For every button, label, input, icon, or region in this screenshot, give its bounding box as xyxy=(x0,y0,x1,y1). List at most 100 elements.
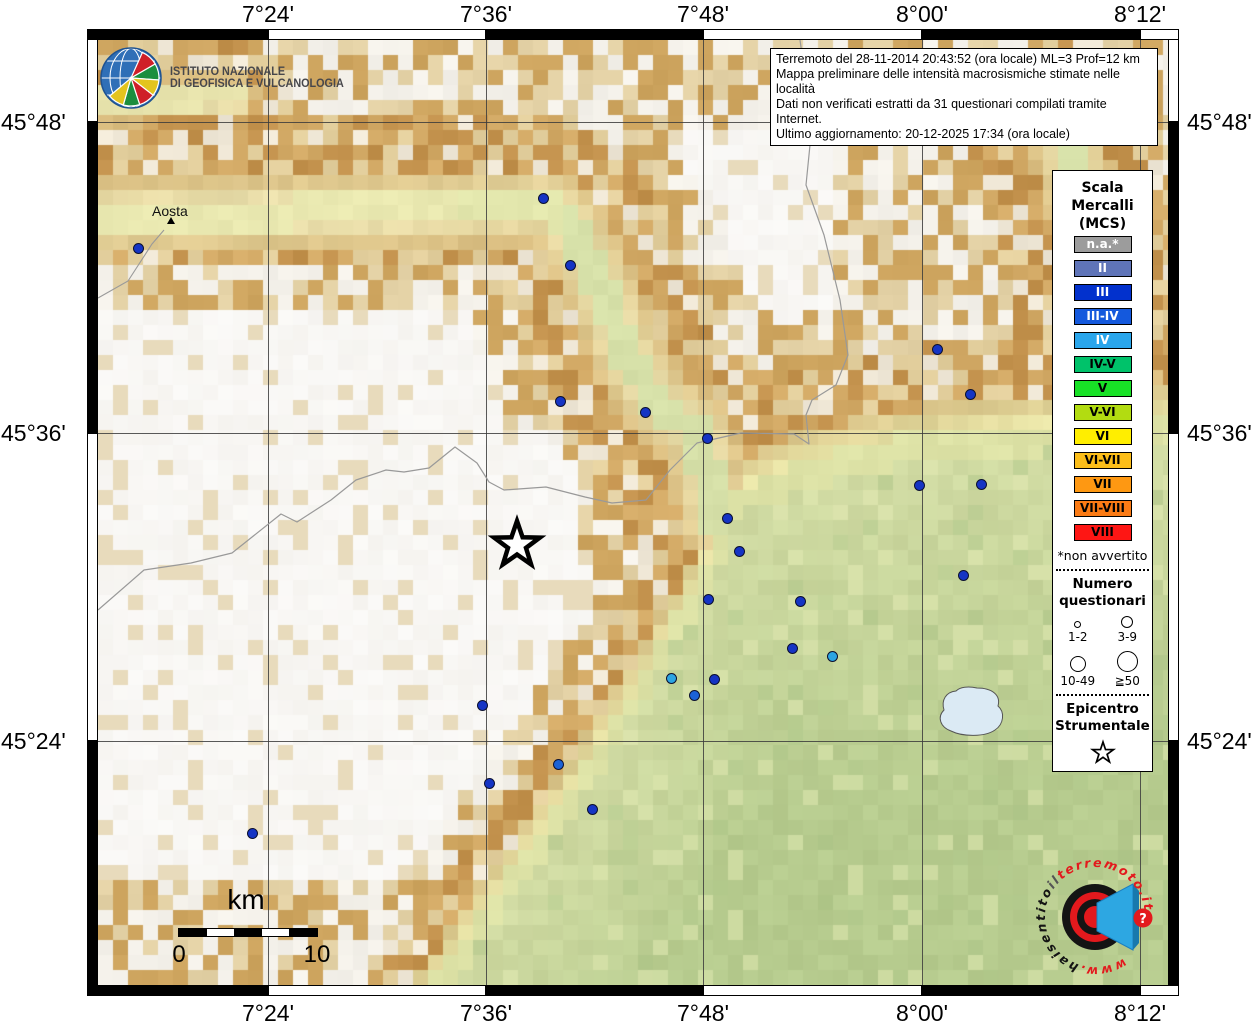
ingv-wordmark: ISTITUTO NAZIONALE DI GEOFISICA E VULCAN… xyxy=(170,66,344,91)
axis-label-lon-bottom: 8°00' xyxy=(896,1000,948,1024)
observation-dot xyxy=(554,395,566,407)
admin-boundary-line-nw xyxy=(97,229,165,299)
size-key-label: 1-2 xyxy=(1067,630,1088,644)
legend-separator xyxy=(1056,569,1149,571)
size-key-circle-wrap xyxy=(1121,613,1134,628)
info-line-source: Dati non verificati estratti da 31 quest… xyxy=(776,97,1107,126)
intensity-chip-vii: VII xyxy=(1073,476,1132,493)
size-key-cell: 10-49 xyxy=(1055,648,1101,688)
haisentito-watermark-logo: ? www.haisentitoilterremoto.it xyxy=(1033,855,1155,980)
size-key-circle-wrap xyxy=(1116,648,1138,672)
observation-dot xyxy=(913,479,925,491)
intensity-chip-viii: VIII xyxy=(1073,524,1132,541)
q-title-line1: Numero xyxy=(1072,576,1133,592)
axis-label-lat-right: 45°24' xyxy=(1187,728,1252,754)
graticule-meridian xyxy=(703,40,704,985)
info-line-event: Terremoto del 28-11-2014 20:43:52 (ora l… xyxy=(776,52,1140,66)
size-key-cell: 1-2 xyxy=(1055,613,1101,644)
graticule-parallel xyxy=(98,122,1168,123)
frame-segment-bottom xyxy=(268,985,486,996)
intensity-chip-iii: III xyxy=(1073,284,1132,301)
event-info-box: Terremoto del 28-11-2014 20:43:52 (ora l… xyxy=(770,48,1158,146)
observation-dot xyxy=(665,672,677,684)
q-title-line2: questionari xyxy=(1059,592,1146,609)
size-key-cell: ≧50 xyxy=(1104,648,1150,688)
frame-segment-bottom xyxy=(486,985,703,996)
size-key-circle-wrap xyxy=(1069,648,1086,672)
graticule-meridian xyxy=(268,40,269,985)
scalebar-segment xyxy=(261,929,290,936)
graticule-parallel xyxy=(98,433,1168,434)
size-key-label: 3-9 xyxy=(1117,630,1138,644)
frame-segment-top xyxy=(87,29,268,40)
frame-segment-bottom xyxy=(87,985,268,996)
scalebar-segment xyxy=(289,929,317,936)
observation-dot xyxy=(688,689,700,701)
ingv-line1: ISTITUTO NAZIONALE xyxy=(170,65,286,78)
scalebar-start: 0 xyxy=(172,941,186,968)
questionnaire-size-key: 1-2 3-9 10-49 ≧50 xyxy=(1053,613,1152,688)
frame-segment-bottom xyxy=(922,985,1140,996)
observation-dot xyxy=(964,388,976,400)
observation-dot xyxy=(786,642,798,654)
size-key-circle xyxy=(1121,616,1134,628)
epicenter-star-icon xyxy=(487,514,547,571)
frame-segment-top xyxy=(486,29,703,40)
axis-label-lat-left: 45°36' xyxy=(1,420,66,446)
scalebar-segment xyxy=(179,929,207,936)
question-mark-glyph: ? xyxy=(1139,912,1147,927)
observation-dot xyxy=(702,593,714,605)
frame-segment-right xyxy=(1168,122,1179,433)
observation-dot xyxy=(639,406,651,418)
questionnaire-count-title: Numero questionari xyxy=(1053,576,1152,609)
scalebar-end: 10 xyxy=(303,941,331,968)
legend-panel: Scala Mercalli (MCS) n.a.* II III III-IV IV I… xyxy=(1052,170,1153,772)
terrain-relief xyxy=(98,40,1168,985)
intensity-chip-iv: IV xyxy=(1073,332,1132,349)
scalebar-unit: km xyxy=(227,884,265,915)
observation-dot xyxy=(564,259,576,271)
legend-title-line2: Mercalli xyxy=(1071,198,1134,214)
size-key-circle xyxy=(1074,621,1082,628)
frame-segment-left xyxy=(87,433,98,741)
axis-label-lon-top: 7°48' xyxy=(677,1,729,27)
size-key-label: 10-49 xyxy=(1060,674,1096,688)
scalebar-segment xyxy=(234,929,262,936)
observation-dot xyxy=(132,242,144,254)
graticule-parallel xyxy=(98,741,1168,742)
intensity-chip-iii-iv: III-IV xyxy=(1073,308,1132,325)
legend-title-line1: Scala xyxy=(1081,180,1124,196)
observation-dot xyxy=(246,827,258,839)
observation-dot xyxy=(931,343,943,355)
frame-segment-top xyxy=(922,29,1140,40)
axis-label-lon-top: 7°24' xyxy=(242,1,294,27)
observation-dot xyxy=(483,777,495,789)
admin-boundary-line xyxy=(97,39,849,611)
ingv-logo-block: ISTITUTO NAZIONALE DI GEOFISICA E VULCAN… xyxy=(100,47,355,109)
intensity-chip-n.a.*: n.a.* xyxy=(1073,236,1132,253)
city-label-aosta: Aosta xyxy=(152,203,188,219)
legend-title-line3: (MCS) xyxy=(1078,216,1127,232)
intensity-chip-iv-v: IV-V xyxy=(1073,356,1132,373)
city-marker-icon xyxy=(167,217,175,224)
frame-segment-top xyxy=(703,29,922,40)
lake xyxy=(939,686,1003,736)
epicenter-star-legend-icon xyxy=(1089,739,1116,765)
size-key-circle xyxy=(1116,651,1138,672)
size-key-row2: 10-49 ≧50 xyxy=(1053,648,1152,688)
axis-label-lon-bottom: 8°12' xyxy=(1114,1000,1166,1024)
frame-segment-top xyxy=(268,29,486,40)
axis-label-lat-right: 45°48' xyxy=(1187,109,1252,135)
observation-dot xyxy=(537,192,549,204)
axis-label-lat-left: 45°24' xyxy=(1,728,66,754)
epicenter-legend-symbol xyxy=(1053,738,1152,770)
ingv-line2: DI GEOFISICA E VULCANOLOGIA xyxy=(170,78,344,90)
observation-dot xyxy=(586,803,598,815)
axis-label-lon-top: 8°12' xyxy=(1114,1,1166,27)
size-key-cell: 3-9 xyxy=(1104,613,1150,644)
frame-segment-left xyxy=(87,122,98,433)
size-key-circle xyxy=(1069,656,1086,672)
size-key-circle-wrap xyxy=(1074,613,1082,628)
size-key-row1: 1-2 3-9 xyxy=(1053,613,1152,644)
intensity-chip-vi: VI xyxy=(1073,428,1132,445)
